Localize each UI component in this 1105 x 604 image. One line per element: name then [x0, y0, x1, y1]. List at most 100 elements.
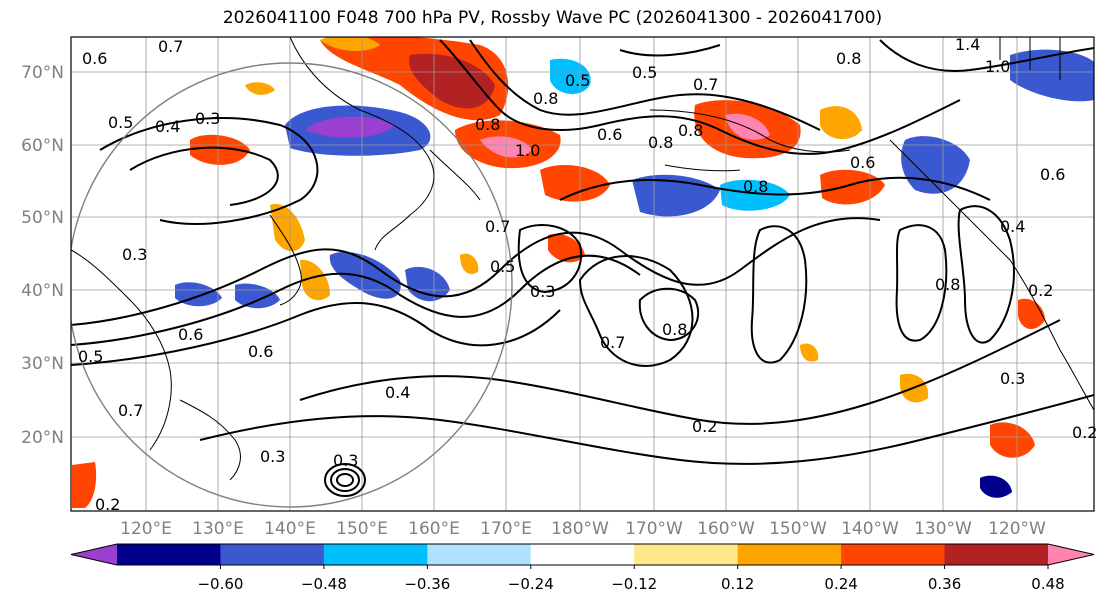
colorbar-tick-label: 0.36 — [928, 575, 961, 593]
contour-line — [750, 225, 808, 364]
contour-label: 0.6 — [850, 153, 875, 172]
contour-label: 0.6 — [82, 49, 107, 68]
contour-label: 0.8 — [533, 89, 558, 108]
latitude-label: 50°N — [21, 208, 64, 228]
contour-line — [330, 468, 360, 492]
colorbar-tick-label: 0.48 — [1031, 575, 1064, 593]
colorbar-segment — [530, 544, 635, 565]
contour-line — [71, 302, 561, 366]
colorbar-segment — [427, 544, 532, 565]
colorbar-tick-label: −0.48 — [301, 575, 347, 593]
contour-label: 0.7 — [485, 217, 510, 236]
positive-anomaly-region — [320, 37, 380, 51]
latitude-label: 60°N — [21, 136, 64, 156]
longitude-label: 130°W — [914, 519, 972, 539]
contour-line — [638, 287, 700, 342]
contour-label: 0.2 — [1028, 281, 1053, 300]
contour-line — [879, 39, 1094, 72]
contour-line — [439, 39, 961, 155]
contour-label: 0.6 — [178, 325, 203, 344]
pv-contours — [71, 39, 1094, 497]
map-frame — [70, 36, 1095, 512]
longitude-label: 120°E — [120, 519, 172, 539]
longitude-label: 160°E — [408, 519, 460, 539]
negative-anomaly-region — [1010, 49, 1094, 102]
negative-anomaly-region — [329, 251, 401, 299]
contour-label: 0.5 — [108, 113, 133, 132]
contour-line — [199, 394, 1094, 465]
contour-label: 0.6 — [248, 342, 273, 361]
latitude-label: 30°N — [21, 354, 64, 374]
positive-anomaly-region — [245, 82, 275, 95]
contour-label: 1.0 — [515, 141, 540, 160]
coastline — [889, 139, 1094, 411]
contour-line — [324, 463, 366, 497]
contour-label: 0.3 — [195, 109, 220, 128]
coastline — [429, 149, 481, 201]
longitude-label: 150°E — [336, 519, 388, 539]
contour-line — [895, 224, 948, 342]
contour-line — [957, 205, 1015, 344]
colorbar-segment — [944, 544, 1049, 565]
contour-line — [71, 254, 641, 346]
colorbar-segment — [220, 544, 325, 565]
contour-label: 0.5 — [490, 257, 515, 276]
longitude-label: 140°W — [841, 519, 899, 539]
colorbar-outline — [70, 543, 1095, 566]
contour-label: 0.8 — [662, 320, 687, 339]
contour-labels: 0.7 0.6 0.5 0.4 0.3 0.8 0.8 0.6 0.5 0.7 … — [78, 35, 1097, 514]
contour-line — [578, 255, 694, 367]
latitude-label: 20°N — [21, 428, 64, 448]
coastline — [179, 399, 241, 481]
longitude-label: 150°W — [769, 519, 827, 539]
colorbar-segment — [323, 544, 428, 565]
colorbar-segment — [841, 544, 946, 565]
colorbar-tick-label: 0.24 — [824, 575, 857, 593]
contour-line — [336, 473, 354, 487]
coastline — [289, 37, 435, 251]
contour-label: 0.7 — [158, 37, 183, 56]
contour-label: 0.8 — [743, 177, 768, 196]
negative-anomaly-region — [405, 266, 450, 302]
colorbar-extend-low — [71, 544, 117, 565]
positive-anomaly-region — [540, 165, 610, 202]
contour-label: 0.2 — [95, 495, 120, 514]
contour-label: 0.7 — [600, 333, 625, 352]
map-title: 2026041100 F048 700 hPa PV, Rossby Wave … — [222, 8, 883, 28]
contour-label: 0.2 — [692, 417, 717, 436]
contour-label: 0.4 — [155, 117, 180, 136]
coastline — [269, 214, 302, 306]
contour-label: 0.8 — [648, 133, 673, 152]
colorbar-segment — [737, 544, 842, 565]
colorbar-segment — [117, 544, 221, 565]
negative-anomaly-core — [305, 116, 395, 138]
contour-label: 0.7 — [693, 75, 718, 94]
contour-label: 0.3 — [122, 245, 147, 264]
longitude-label: 180°W — [551, 519, 609, 539]
negative-anomaly-region — [720, 179, 790, 211]
colorbar: −0.60 −0.48 −0.36 −0.24 −0.12 0.12 0.24 0.36 0.4… — [70, 543, 1095, 593]
longitude-label: 140°E — [264, 519, 316, 539]
latitude-labels: 70°N 60°N 50°N 40°N 30°N 20°N — [21, 63, 64, 448]
contour-label: 0.5 — [78, 347, 103, 366]
contour-label: 0.3 — [1000, 369, 1025, 388]
colorbar-tick-label: −0.36 — [404, 575, 450, 593]
contour-line — [99, 117, 319, 225]
colorbar-extend-high — [1048, 544, 1094, 565]
contour-label: 0.4 — [385, 383, 410, 402]
positive-anomaly-region — [190, 134, 250, 165]
colorbar-tick-label: 0.12 — [721, 575, 754, 593]
pv-anomaly-fields — [72, 37, 1094, 508]
positive-anomaly-region — [800, 343, 819, 362]
colorbar-tick-label: −0.12 — [611, 575, 657, 593]
longitude-labels: 120°E 130°E 140°E 150°E 160°E 170°E 180°W 170°W… — [120, 519, 1046, 539]
longitude-label: 170°W — [625, 519, 683, 539]
negative-anomaly-region — [550, 58, 591, 95]
contour-line — [559, 176, 991, 201]
longitude-label: 130°E — [192, 519, 244, 539]
contour-label: 1.0 — [985, 57, 1010, 76]
colorbar-tick-label: −0.60 — [197, 575, 243, 593]
contour-line — [299, 319, 1061, 425]
positive-anomaly-region — [820, 106, 862, 140]
coastline — [649, 109, 851, 153]
